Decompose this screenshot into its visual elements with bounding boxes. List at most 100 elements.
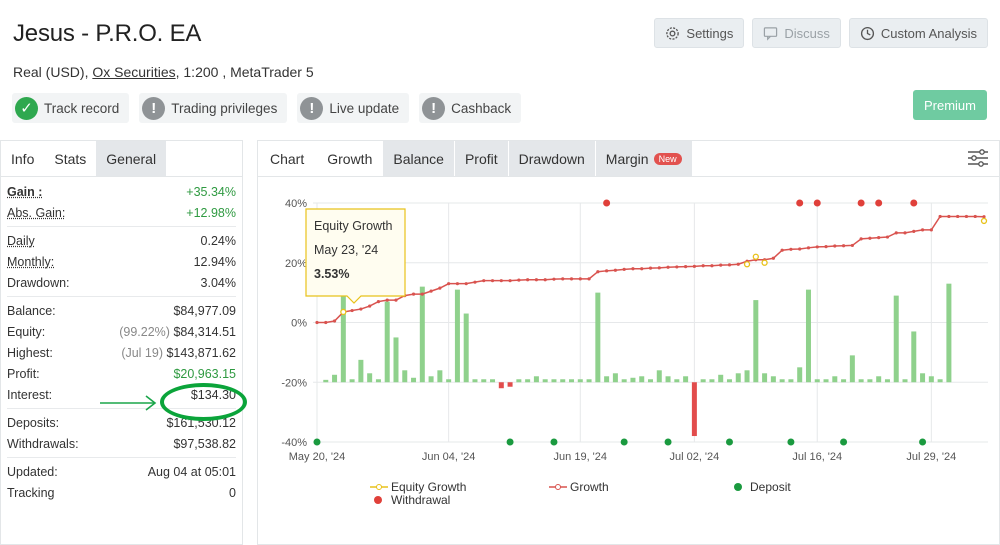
discuss-button[interactable]: Discuss (752, 18, 841, 48)
tab-info[interactable]: Info (11, 150, 35, 167)
badge-track-record[interactable]: ✓ Track record (12, 93, 130, 123)
broker-link[interactable]: Ox Securities (92, 64, 176, 80)
stat-value: $97,538.82 (173, 436, 236, 451)
growth-point (464, 282, 468, 286)
stat-value: +35.34% (186, 184, 236, 199)
stat-value: Aug 04 at 05:01 (147, 464, 236, 479)
tab-profit[interactable]: Profit (454, 141, 509, 176)
chart-bar (419, 286, 425, 383)
growth-point (727, 263, 732, 267)
tab-chart[interactable]: Chart (258, 141, 318, 176)
stat-label[interactable]: Gain : (7, 184, 43, 199)
chart-bar (691, 382, 697, 437)
legend-withdrawal[interactable]: Withdrawal (391, 493, 450, 507)
growth-point (543, 278, 547, 282)
y-tick-label: 20% (285, 258, 307, 270)
check-icon: ✓ (15, 96, 38, 120)
tab-growth[interactable]: Growth (317, 141, 384, 176)
growth-point (841, 244, 846, 248)
account-type: Real (USD), (13, 64, 89, 80)
growth-point (455, 282, 460, 286)
chart-bar (428, 376, 434, 383)
stat-value: 12.94% (193, 254, 236, 269)
badge-live-update[interactable]: ! Live update (297, 93, 410, 123)
comment-icon (764, 26, 778, 41)
chart-bar (525, 379, 531, 383)
account-subtitle: Real (USD), Ox Securities, 1:200 , MetaT… (13, 64, 314, 80)
withdrawal-marker (796, 199, 804, 207)
deposit-marker (787, 438, 795, 446)
badge-cashback[interactable]: ! Cashback (419, 93, 522, 123)
growth-point (447, 282, 451, 286)
legend-deposit[interactable]: Deposit (750, 480, 791, 494)
highest-date: (Jul 19) (121, 345, 163, 360)
settings-button[interactable]: Settings (654, 18, 745, 48)
chart-bar (577, 379, 583, 383)
new-badge: New (653, 152, 682, 165)
top-button-bar: Settings Discuss Custom Analysis (654, 18, 988, 48)
badge-trading-privileges[interactable]: ! Trading privileges (139, 93, 288, 123)
tab-general[interactable]: General (96, 141, 167, 176)
chart-panel: Chart Growth Balance Profit Drawdown Mar… (257, 140, 1000, 545)
chart-bar (446, 379, 452, 383)
growth-point (552, 277, 556, 281)
custom-analysis-label: Custom Analysis (880, 25, 977, 41)
growth-point (385, 298, 389, 302)
premium-button[interactable]: Premium (913, 90, 987, 120)
growth-point (736, 262, 740, 266)
growth-point (411, 292, 416, 296)
stat-label[interactable]: Monthly: (7, 254, 55, 269)
chart-bar (533, 376, 539, 383)
stat-label[interactable]: Abs. Gain: (7, 205, 66, 220)
tab-margin[interactable]: Margin New (595, 141, 693, 176)
stat-profit: Profit: $20,963.15 (7, 363, 236, 384)
chart-bar (674, 379, 680, 383)
chart-bar (753, 300, 759, 383)
chart-tabs: Chart Growth Balance Profit Drawdown Mar… (258, 140, 999, 177)
x-tick-label: Jul 02, '24 (669, 451, 719, 463)
deposit-marker (550, 438, 558, 446)
chart-bar (569, 379, 575, 383)
exclamation-icon: ! (422, 96, 446, 120)
chart-bar (367, 373, 373, 383)
badge-label: Trading privileges (171, 100, 278, 116)
chart-bar (542, 379, 548, 383)
stat-label: Updated: (7, 464, 58, 479)
tab-drawdown[interactable]: Drawdown (508, 141, 596, 176)
growth-point (850, 243, 854, 248)
chart-bar (735, 373, 741, 383)
growth-point (648, 266, 653, 270)
stat-withdrawals: Withdrawals: $97,538.82 (7, 433, 236, 454)
chart-bar (744, 370, 750, 383)
divider (7, 226, 236, 227)
deposit-marker (620, 438, 628, 446)
stat-label[interactable]: Daily (7, 233, 35, 248)
filter-settings-icon[interactable] (967, 149, 989, 167)
legend-growth[interactable]: Growth (570, 480, 609, 494)
tab-stats[interactable]: Stats (44, 141, 97, 176)
leverage-platform: , 1:200 , MetaTrader 5 (175, 64, 314, 80)
equity-growth-point (980, 217, 988, 225)
tab-balance[interactable]: Balance (383, 141, 455, 176)
deposit-marker (840, 438, 848, 446)
custom-analysis-button[interactable]: Custom Analysis (848, 18, 988, 48)
stat-gain: Gain : +35.34% (7, 181, 236, 202)
growth-point (420, 292, 424, 296)
y-tick-label: -40% (281, 437, 307, 449)
growth-point (587, 277, 591, 281)
chart-bar (823, 379, 829, 383)
legend-equity-growth[interactable]: Equity Growth (391, 480, 466, 494)
chart-bar (393, 337, 399, 383)
equity-growth-point (752, 253, 759, 260)
chart-bar (920, 373, 926, 383)
growth-point (631, 267, 635, 271)
chart-bar (726, 379, 732, 383)
growth-point (429, 289, 433, 293)
withdrawal-marker (603, 199, 611, 207)
growth-point (947, 214, 951, 219)
badge-label: Live update (329, 100, 400, 116)
chart-bar (472, 379, 478, 383)
stat-tracking: Tracking 0 (7, 482, 236, 503)
growth-point (675, 265, 679, 269)
chart-bar (788, 379, 794, 383)
